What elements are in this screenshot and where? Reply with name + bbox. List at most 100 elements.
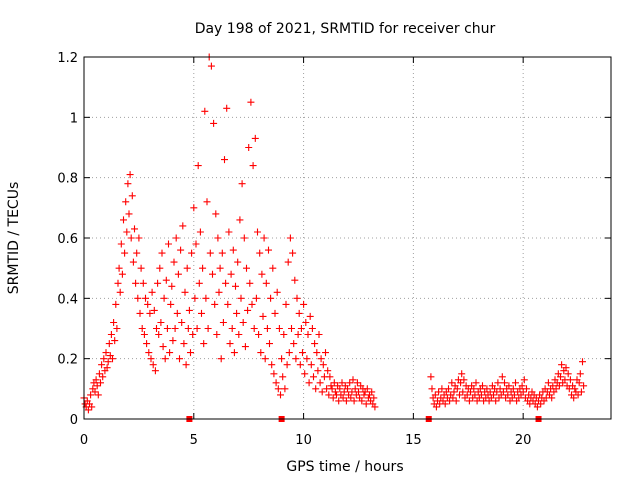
data-point (498, 373, 506, 381)
data-point (319, 361, 327, 369)
data-point (202, 294, 210, 302)
data-point (548, 394, 556, 402)
data-point (289, 249, 297, 257)
data-point (135, 234, 143, 242)
data-point (310, 373, 317, 381)
data-point (249, 162, 257, 170)
data-point (457, 379, 465, 387)
y-tick-label: 1.2 (57, 51, 78, 66)
data-point (347, 394, 355, 402)
data-point (241, 343, 249, 351)
data-point (129, 258, 137, 266)
data-point (168, 282, 176, 290)
data-point (146, 309, 154, 317)
data-point (330, 379, 338, 387)
data-point (325, 391, 333, 399)
data-point (290, 340, 298, 348)
data-point (237, 294, 245, 302)
data-point (299, 349, 306, 357)
data-point (228, 325, 236, 332)
data-point (450, 388, 458, 396)
data-point (340, 388, 348, 396)
data-point (148, 288, 156, 296)
data-point (302, 319, 310, 326)
data-point (102, 349, 110, 357)
data-point (244, 306, 252, 314)
data-point (173, 309, 181, 317)
data-point (214, 234, 222, 242)
data-point (286, 234, 294, 242)
data-point (234, 258, 242, 266)
data-point (138, 325, 146, 332)
data-point (269, 264, 277, 272)
data-point (103, 364, 111, 372)
data-point (115, 264, 123, 272)
data-point (177, 246, 185, 254)
data-point (116, 288, 124, 296)
data-point (136, 309, 144, 317)
data-point (271, 309, 279, 317)
data-point (178, 319, 186, 326)
data-point (362, 400, 370, 408)
data-point (166, 349, 174, 357)
data-point (494, 379, 502, 387)
data-point (94, 391, 102, 399)
data-point (107, 331, 115, 338)
y-tick-label: 0.8 (57, 172, 78, 187)
data-point (179, 222, 187, 230)
plot-frame (83, 56, 612, 420)
data-point (363, 385, 371, 393)
data-point (342, 397, 350, 405)
data-points (80, 53, 588, 414)
data-point (144, 300, 152, 308)
data-point (254, 228, 261, 236)
data-point (486, 388, 494, 396)
data-point (172, 234, 180, 242)
y-tick-label: 0.4 (57, 292, 78, 307)
data-point (246, 279, 254, 287)
data-point (255, 331, 263, 338)
data-point (273, 288, 281, 296)
data-point (336, 385, 344, 393)
data-point (327, 382, 335, 390)
data-point (283, 361, 291, 369)
data-point (88, 403, 96, 411)
data-point (210, 119, 218, 127)
data-point (162, 276, 170, 284)
data-point (272, 379, 280, 387)
data-point (370, 394, 378, 402)
data-point (533, 403, 541, 411)
data-point (308, 325, 316, 332)
data-point (259, 312, 267, 320)
data-point (519, 388, 527, 396)
data-point (114, 279, 122, 287)
data-point (170, 258, 178, 266)
data-point (523, 385, 530, 393)
data-point (322, 349, 329, 357)
data-point (463, 391, 471, 399)
data-point (207, 62, 215, 70)
data-point (318, 388, 326, 396)
data-point (282, 300, 290, 308)
data-point (223, 104, 231, 112)
data-point (349, 376, 357, 384)
data-point (95, 370, 103, 378)
data-point (104, 358, 112, 366)
data-point (314, 367, 322, 375)
data-point (311, 340, 319, 348)
data-point (288, 325, 295, 332)
data-point (258, 270, 266, 278)
data-point (105, 340, 113, 348)
data-point (460, 376, 468, 384)
x-tick-label: 5 (190, 433, 198, 448)
data-point (131, 225, 138, 233)
data-point (99, 373, 107, 381)
data-point (458, 370, 466, 378)
data-point (348, 388, 356, 396)
data-point (577, 388, 585, 396)
data-point (307, 361, 315, 369)
data-point (293, 294, 301, 302)
data-point (125, 210, 133, 218)
x-axis-label: GPS time / hours (286, 459, 403, 475)
data-point (570, 394, 578, 402)
